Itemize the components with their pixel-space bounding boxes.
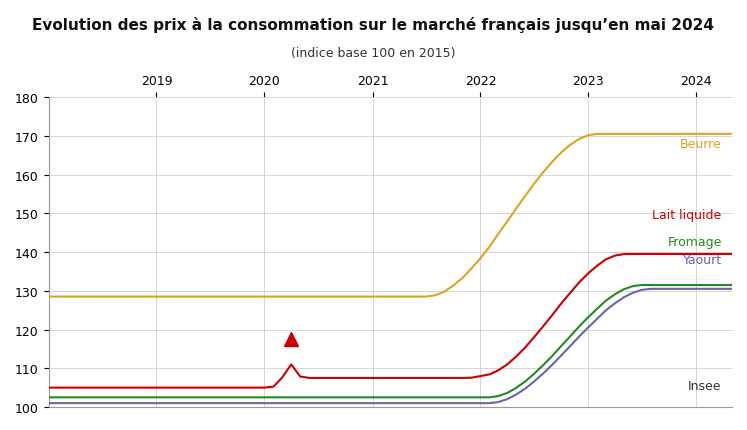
Text: Insee: Insee [688,379,722,392]
Text: Yaourt: Yaourt [683,254,722,267]
Text: Fromage: Fromage [667,235,722,248]
Text: Beurre: Beurre [680,138,722,150]
Text: (indice base 100 en 2015): (indice base 100 en 2015) [291,47,456,60]
Text: Lait liquide: Lait liquide [652,209,722,222]
Text: Evolution des prix à la consommation sur le marché français jusqu’en mai 2024: Evolution des prix à la consommation sur… [33,17,714,33]
